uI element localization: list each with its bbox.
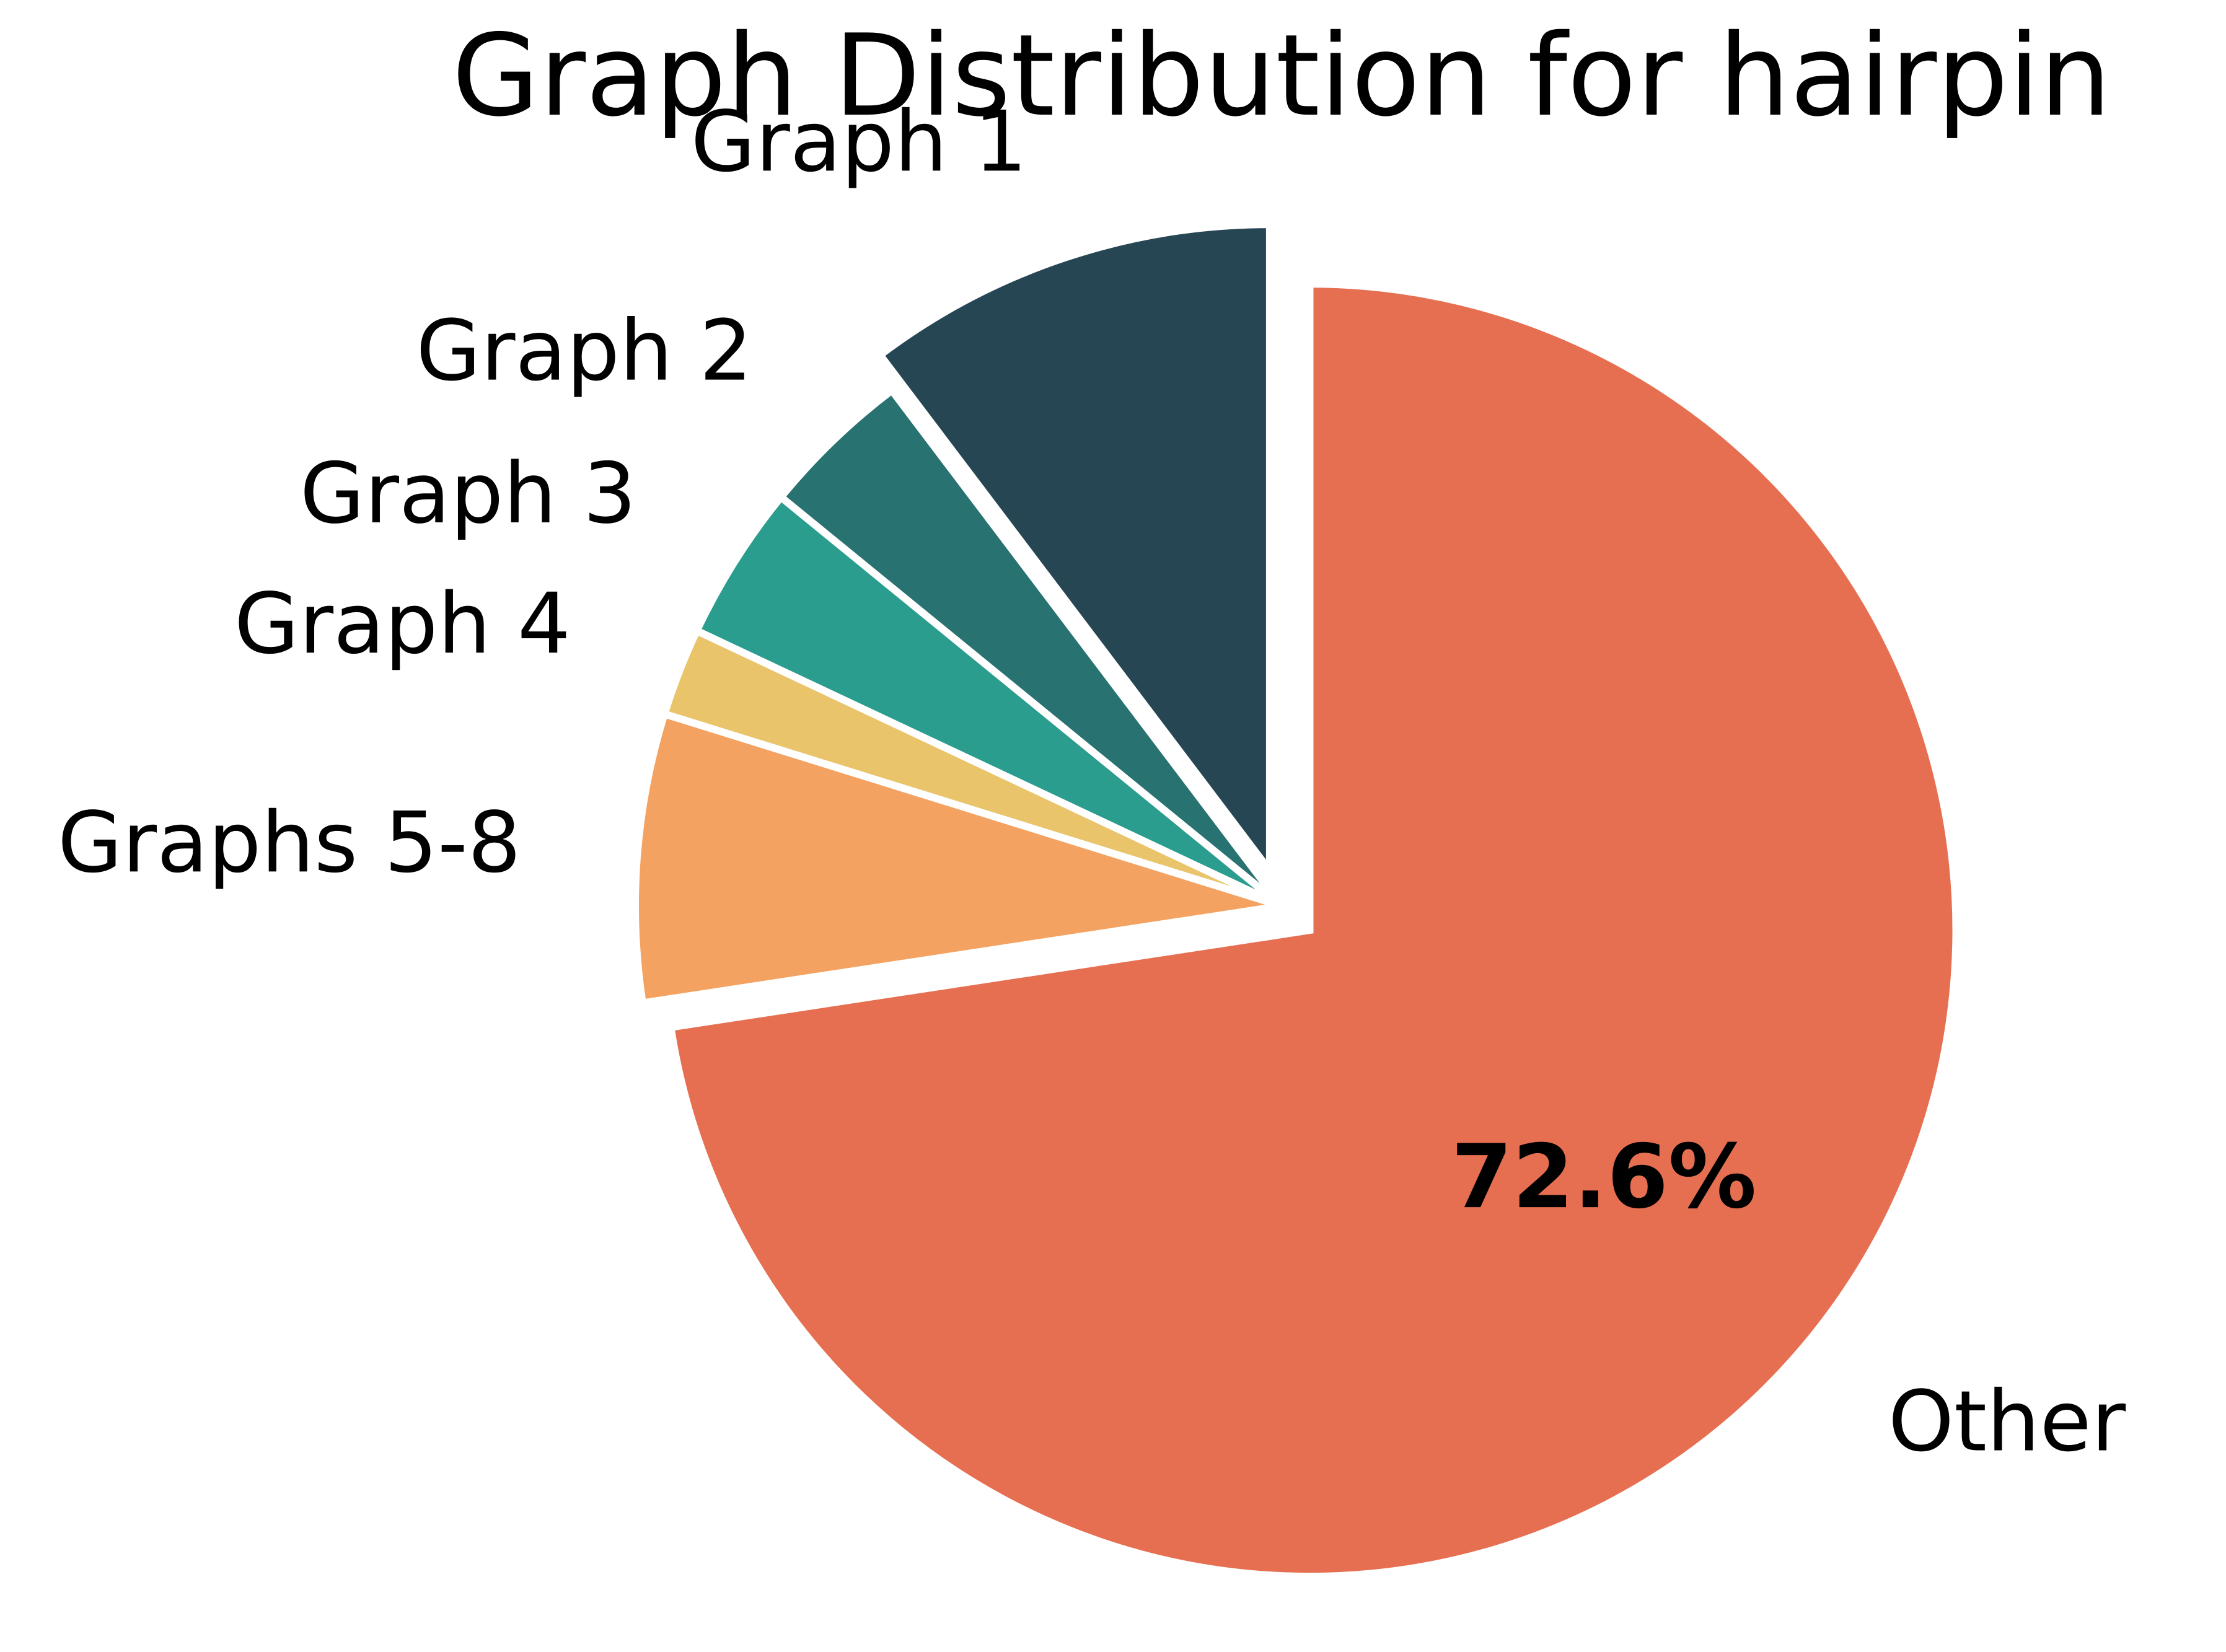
pie-slice-5 [631,709,1283,1008]
pie-slice-1 [874,221,1274,882]
pie-slice-3 [692,491,1284,910]
slice-label-4: Graph 4 [234,575,571,672]
slice-label-6: Other [1888,1373,2126,1470]
slice-label-2: Graph 2 [416,302,752,400]
chart-title: Graph Distribution for hairpin [452,10,2111,141]
pie-labels: Graph 1 Graph 2 Graph 3 Graph 4 Graphs 5-8 Ot… [58,93,2126,1470]
pie-slice-6 [666,280,1960,1581]
slice-label-5: Graphs 5-8 [58,794,521,891]
pie-slices [631,221,1960,1581]
slice-label-3: Graph 3 [300,445,636,542]
pie-slice-2 [775,385,1285,909]
slice-label-1: Graph 1 [691,93,1027,190]
slice-pct-label-6: 72.6% [1451,1126,1757,1228]
